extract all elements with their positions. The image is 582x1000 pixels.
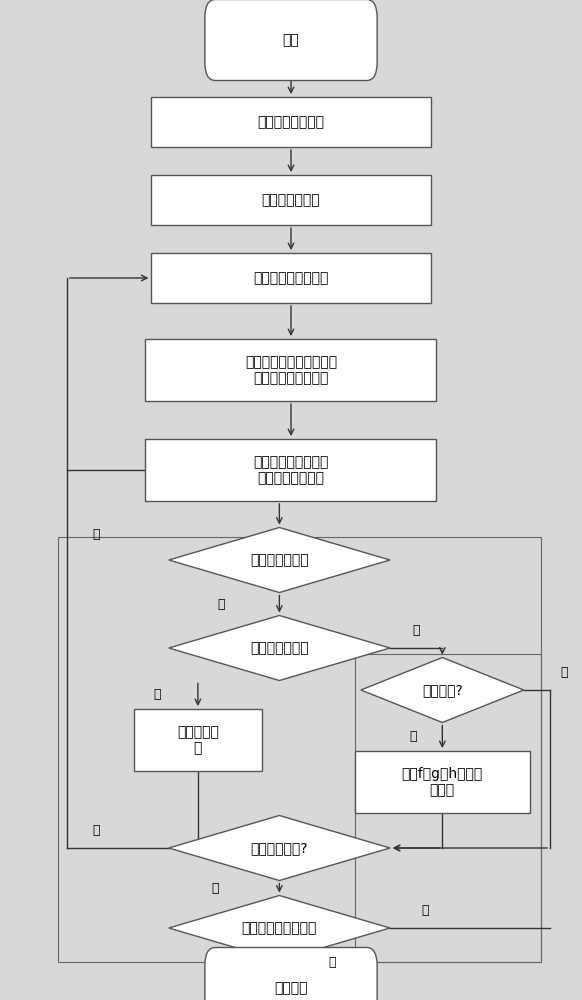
Text: 是否在关闭列表: 是否在关闭列表 <box>250 553 308 567</box>
Bar <box>146 439 436 501</box>
Text: 是: 是 <box>93 824 100 836</box>
Text: 路径更优?: 路径更优? <box>422 683 463 697</box>
Bar <box>151 97 431 147</box>
Text: 开启列表为空?: 开启列表为空? <box>251 841 308 855</box>
Bar <box>58 537 541 962</box>
Text: 搜索当前点可直接到
达的障碍物特征点: 搜索当前点可直接到 达的障碍物特征点 <box>253 455 329 485</box>
Polygon shape <box>169 616 390 680</box>
Text: 起始点加入开启列表: 起始点加入开启列表 <box>253 271 329 285</box>
FancyBboxPatch shape <box>205 0 377 81</box>
Text: 算法结束: 算法结束 <box>274 981 308 995</box>
Text: 是: 是 <box>413 624 420 637</box>
Polygon shape <box>169 896 390 960</box>
Text: 是: 是 <box>328 956 335 970</box>
FancyBboxPatch shape <box>205 948 377 1000</box>
Bar <box>151 253 431 303</box>
Bar <box>146 339 436 401</box>
Text: 搜索开启列表中值最低的
点将其加入关闭列表: 搜索开启列表中值最低的 点将其加入关闭列表 <box>245 355 337 385</box>
Polygon shape <box>169 527 390 592</box>
Text: 是: 是 <box>410 730 417 743</box>
Bar <box>151 175 431 225</box>
Text: 目标点加入开启列表: 目标点加入开启列表 <box>242 921 317 935</box>
Text: 二维环境地图创建: 二维环境地图创建 <box>257 115 325 129</box>
Text: 否: 否 <box>421 904 428 916</box>
Text: 更新f，g，h值更新
父节点: 更新f，g，h值更新 父节点 <box>402 767 483 797</box>
Polygon shape <box>169 816 390 880</box>
Bar <box>355 654 541 962</box>
Text: 开始: 开始 <box>283 33 299 47</box>
Bar <box>134 709 262 771</box>
Text: 否: 否 <box>218 598 225 610</box>
Text: 目标点信息获取: 目标点信息获取 <box>262 193 320 207</box>
Text: 加入开启列
表: 加入开启列 表 <box>177 725 219 755</box>
Bar <box>355 751 530 813</box>
Text: 否: 否 <box>154 688 161 701</box>
Polygon shape <box>361 658 524 722</box>
Text: 否: 否 <box>212 882 219 895</box>
Text: 是否在开启列表: 是否在开启列表 <box>250 641 308 655</box>
Text: 否: 否 <box>561 666 568 678</box>
Text: 是: 是 <box>93 528 100 542</box>
